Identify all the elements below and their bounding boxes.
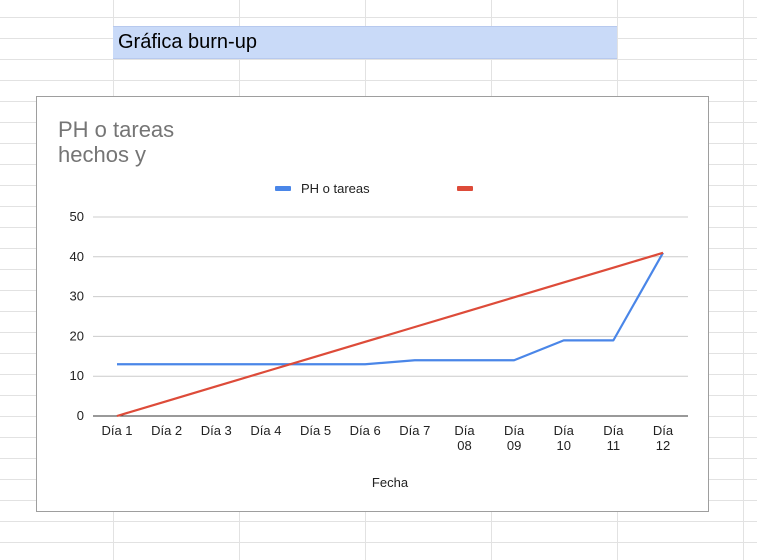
x-tick-label: Día 3 — [201, 423, 232, 438]
y-tick-label: 30 — [70, 289, 84, 304]
chart-title: PH o tareas hechos y — [58, 117, 258, 167]
x-tick-label: Día 2 — [151, 423, 182, 438]
x-tick-label: Día 09 — [504, 423, 525, 453]
y-tick-label: 0 — [77, 408, 84, 423]
x-tick-label: Día 7 — [399, 423, 430, 438]
x-tick-label: Día 11 — [603, 423, 624, 453]
x-tick-label: Día 08 — [454, 423, 475, 453]
x-tick-label: Día 4 — [250, 423, 281, 438]
series-line-ph-o-tareas — [117, 252, 664, 366]
x-tick-label: Día 5 — [300, 423, 331, 438]
y-tick-label: 10 — [70, 368, 84, 383]
chart-title-line-1: PH o tareas — [58, 117, 175, 142]
chart-plot: 0 10 20 30 40 50 Día 1 Día 2 Día 3 Día 4 Día 5 Día … — [70, 181, 688, 490]
x-tick-label: Día 6 — [350, 423, 381, 438]
legend-swatch-1 — [275, 186, 291, 191]
chart-title-line-2: hechos y — [58, 142, 147, 167]
sheet-title-text: Gráfica burn-up — [118, 31, 257, 53]
x-tick-label: Día 1 — [101, 423, 132, 438]
sheet-title-cell[interactable]: Gráfica burn-up — [113, 26, 617, 59]
y-tick-label: 20 — [70, 328, 84, 343]
series-line-trend — [116, 251, 664, 418]
chart-container[interactable]: PH o tareas hechos y 0 10 20 30 40 50 Día 1 Día… — [36, 96, 709, 512]
y-tick-label: 40 — [70, 249, 84, 264]
x-axis-title: Fecha — [372, 475, 409, 490]
y-tick-label: 50 — [70, 209, 84, 224]
x-tick-label: Día 10 — [554, 423, 575, 453]
legend-label-1: PH o tareas — [301, 181, 370, 196]
x-tick-label: Día 12 — [653, 423, 674, 453]
legend-swatch-2 — [457, 186, 473, 191]
